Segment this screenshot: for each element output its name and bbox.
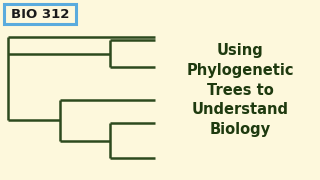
Text: BIO 312: BIO 312	[11, 8, 69, 21]
Text: Using
Phylogenetic
Trees to
Understand
Biology: Using Phylogenetic Trees to Understand B…	[186, 43, 294, 137]
FancyBboxPatch shape	[4, 4, 76, 24]
